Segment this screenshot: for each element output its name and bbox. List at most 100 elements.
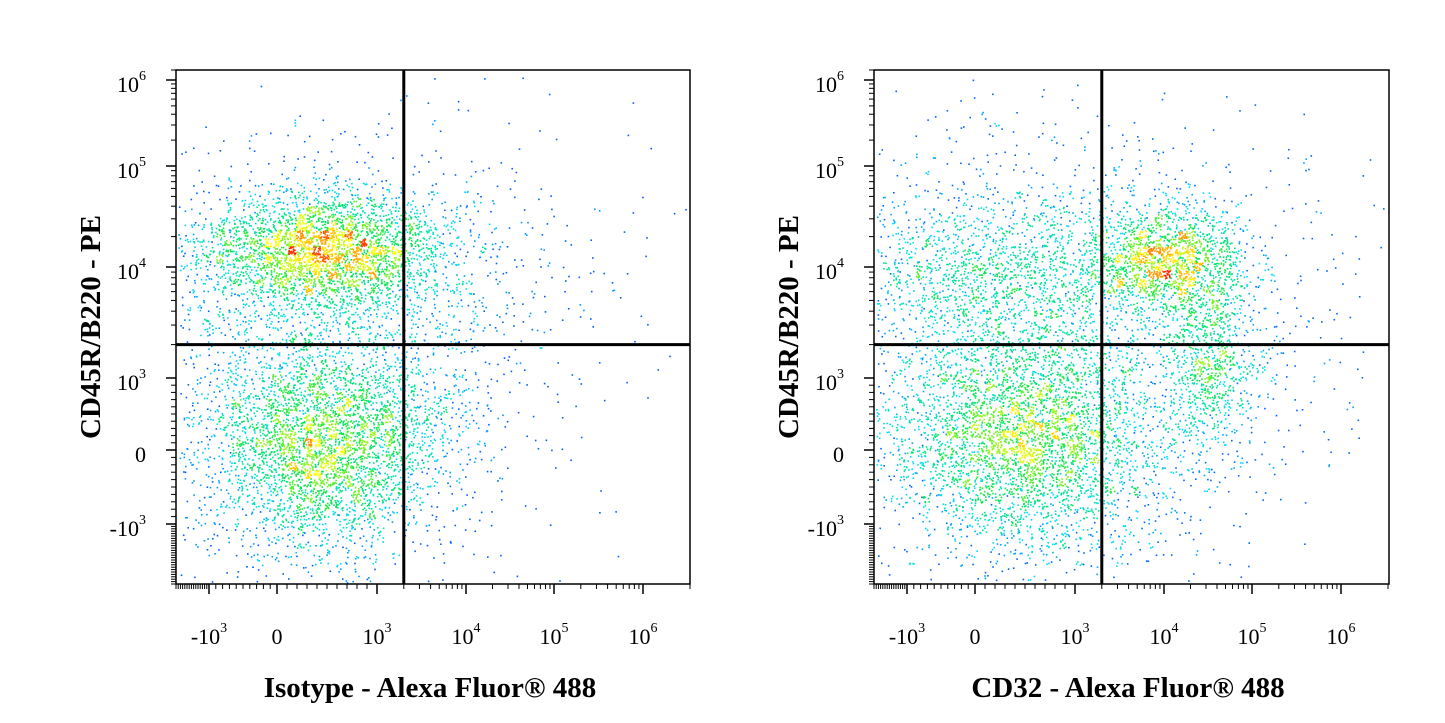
event-dot — [190, 441, 192, 444]
event-dot — [495, 271, 497, 273]
event-dot — [299, 284, 301, 286]
event-dot — [374, 502, 376, 505]
event-dot — [235, 360, 238, 362]
event-dot — [382, 384, 385, 386]
event-dot — [290, 188, 292, 190]
event-dot — [320, 470, 323, 473]
event-dot — [229, 229, 232, 232]
event-dot — [383, 410, 386, 412]
event-dot — [299, 417, 302, 420]
event-dot — [372, 408, 374, 411]
event-dot — [465, 340, 468, 342]
event-dot — [226, 381, 228, 384]
event-dot — [418, 373, 420, 376]
event-dot — [497, 417, 499, 420]
event-dot — [379, 239, 381, 241]
event-dot — [242, 226, 244, 228]
event-dot — [419, 487, 422, 490]
event-dot — [221, 457, 223, 460]
event-dot — [376, 457, 378, 459]
event-dot — [551, 208, 553, 211]
event-dot — [363, 520, 366, 522]
event-dot — [271, 205, 274, 207]
event-dot — [415, 333, 418, 335]
event-dot — [399, 295, 401, 298]
event-dot — [246, 566, 248, 568]
event-dot — [236, 576, 239, 578]
event-dot — [231, 424, 234, 426]
event-dot — [341, 205, 344, 207]
event-dot — [214, 435, 216, 437]
event-dot — [465, 206, 468, 209]
event-dot — [235, 554, 238, 557]
event-dot — [268, 304, 271, 307]
event-dot — [271, 236, 273, 238]
event-dot — [366, 367, 369, 370]
event-dot — [357, 476, 360, 478]
event-dot — [416, 218, 419, 221]
event-dot — [319, 341, 322, 344]
event-dot — [318, 217, 320, 220]
event-dot — [290, 219, 293, 221]
event-dot — [434, 307, 436, 309]
event-dot — [332, 351, 334, 353]
event-dot — [386, 294, 388, 297]
event-dot — [364, 495, 367, 498]
event-dot — [342, 206, 345, 209]
event-dot — [285, 341, 288, 343]
event-dot — [197, 262, 200, 265]
event-dot — [339, 398, 342, 401]
event-dot — [339, 489, 341, 492]
event-dot — [337, 288, 340, 291]
event-dot — [427, 418, 429, 421]
event-dot — [254, 454, 257, 457]
event-dot — [227, 202, 229, 205]
event-dot — [191, 224, 193, 227]
event-dot — [448, 425, 451, 427]
event-dot — [393, 502, 396, 504]
event-dot — [262, 345, 264, 348]
event-dot — [268, 364, 271, 366]
event-dot — [277, 385, 279, 387]
event-dot — [238, 455, 240, 458]
event-dot — [273, 509, 275, 511]
event-dot — [438, 529, 440, 532]
event-dot — [372, 402, 374, 404]
event-dot — [379, 493, 381, 495]
event-dot — [179, 237, 182, 240]
event-dot — [295, 421, 298, 424]
event-dot — [280, 498, 282, 501]
event-dot — [331, 298, 333, 300]
event-dot — [243, 415, 246, 418]
event-dot — [368, 453, 370, 455]
event-dot — [306, 356, 309, 359]
event-dot — [224, 277, 227, 279]
event-dot — [290, 287, 292, 290]
event-dot — [362, 379, 364, 382]
event-dot — [239, 283, 242, 286]
event-dot — [645, 255, 647, 258]
event-dot — [292, 510, 295, 513]
event-dot — [263, 527, 265, 530]
event-dot — [287, 398, 290, 401]
event-dot — [338, 340, 341, 343]
event-dot — [332, 204, 335, 207]
event-dot — [235, 474, 237, 477]
event-dot — [417, 357, 420, 360]
event-dot — [195, 264, 197, 266]
event-dot — [206, 260, 209, 263]
event-dot — [471, 389, 474, 392]
event-dot — [271, 471, 273, 473]
event-dot — [199, 484, 202, 487]
event-dot — [275, 400, 277, 402]
event-dot — [240, 350, 243, 352]
event-dot — [353, 503, 356, 505]
event-dot — [304, 421, 306, 424]
event-dot — [240, 411, 243, 414]
event-dot — [592, 257, 594, 259]
event-dot — [356, 308, 359, 310]
event-dot — [234, 424, 237, 426]
event-dot — [316, 295, 319, 297]
event-dot — [213, 235, 215, 237]
event-dot — [261, 455, 263, 458]
